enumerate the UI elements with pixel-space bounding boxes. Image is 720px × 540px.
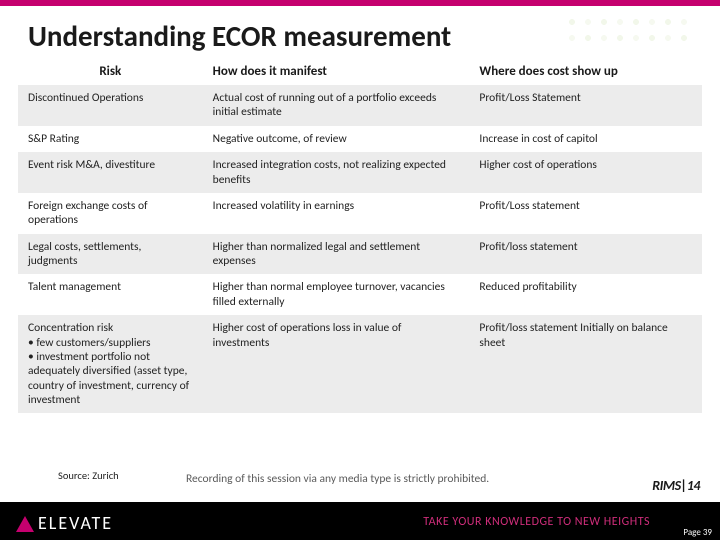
page-label: Page [683, 527, 700, 538]
col-header-risk: Risk [18, 58, 203, 85]
table-row: Legal costs, settlements, judgments High… [18, 234, 702, 275]
table-row: Discontinued Operations Actual cost of r… [18, 85, 702, 126]
cell: Higher cost of operations loss in value … [203, 315, 470, 413]
cell: S&P Rating [18, 126, 203, 152]
cell: Increase in cost of capitol [469, 126, 702, 152]
col-header-manifest: How does it manifest [203, 58, 470, 85]
cell: Concentration risk • few customers/suppl… [18, 315, 203, 413]
table-row: Foreign exchange costs of operations Inc… [18, 193, 702, 234]
cell: Higher than normal employee turnover, va… [203, 274, 470, 315]
cell: Legal costs, settlements, judgments [18, 234, 203, 275]
accent-stripe [0, 0, 720, 6]
cell: Profit/Loss statement [469, 193, 702, 234]
cell: Event risk M&A, divestiture [18, 152, 203, 193]
ecor-table-wrap: Risk How does it manifest Where does cos… [18, 58, 702, 413]
cell: Profit/loss statement Initially on balan… [469, 315, 702, 413]
table-header-row: Risk How does it manifest Where does cos… [18, 58, 702, 85]
cell: Profit/Loss Statement [469, 85, 702, 126]
cell: Increased integration costs, not realizi… [203, 152, 470, 193]
source-label: Source: Zurich [58, 469, 119, 482]
cell: Negative outcome, of review [203, 126, 470, 152]
page-num-value: 39 [703, 527, 712, 538]
cell: Profit/loss statement [469, 234, 702, 275]
cell: Reduced profitability [469, 274, 702, 315]
decorative-dots [564, 14, 704, 46]
brand-logo: ELEVATE [16, 512, 113, 534]
table-row: Concentration risk • few customers/suppl… [18, 315, 702, 413]
cell: Talent management [18, 274, 203, 315]
rims-logo: RIMS|14 [652, 477, 700, 494]
slide-title: Understanding ECOR measurement [28, 18, 451, 54]
col-header-cost: Where does cost show up [469, 58, 702, 85]
ecor-table: Risk How does it manifest Where does cos… [18, 58, 702, 413]
table-body: Discontinued Operations Actual cost of r… [18, 85, 702, 413]
rims-text: RIMS|14 [652, 477, 700, 494]
footer-tagline: TAKE YOUR KNOWLEDGE TO NEW HEIGHTS [423, 515, 650, 529]
cell: Higher than normalized legal and settlem… [203, 234, 470, 275]
cell: Increased volatility in earnings [203, 193, 470, 234]
table-row: Event risk M&A, divestiture Increased in… [18, 152, 702, 193]
table-row: Talent management Higher than normal emp… [18, 274, 702, 315]
cell: Foreign exchange costs of operations [18, 193, 203, 234]
cell: Actual cost of running out of a portfoli… [203, 85, 470, 126]
cell: Discontinued Operations [18, 85, 203, 126]
cell: Higher cost of operations [469, 152, 702, 193]
page-number: Page 39 [683, 527, 712, 538]
brand-text: ELEVATE [38, 512, 113, 534]
triangle-icon [16, 516, 34, 532]
slide: Understanding ECOR measurement Risk How … [0, 0, 720, 540]
table-row: S&P Rating Negative outcome, of review I… [18, 126, 702, 152]
recording-notice: Recording of this session via any media … [186, 472, 489, 486]
